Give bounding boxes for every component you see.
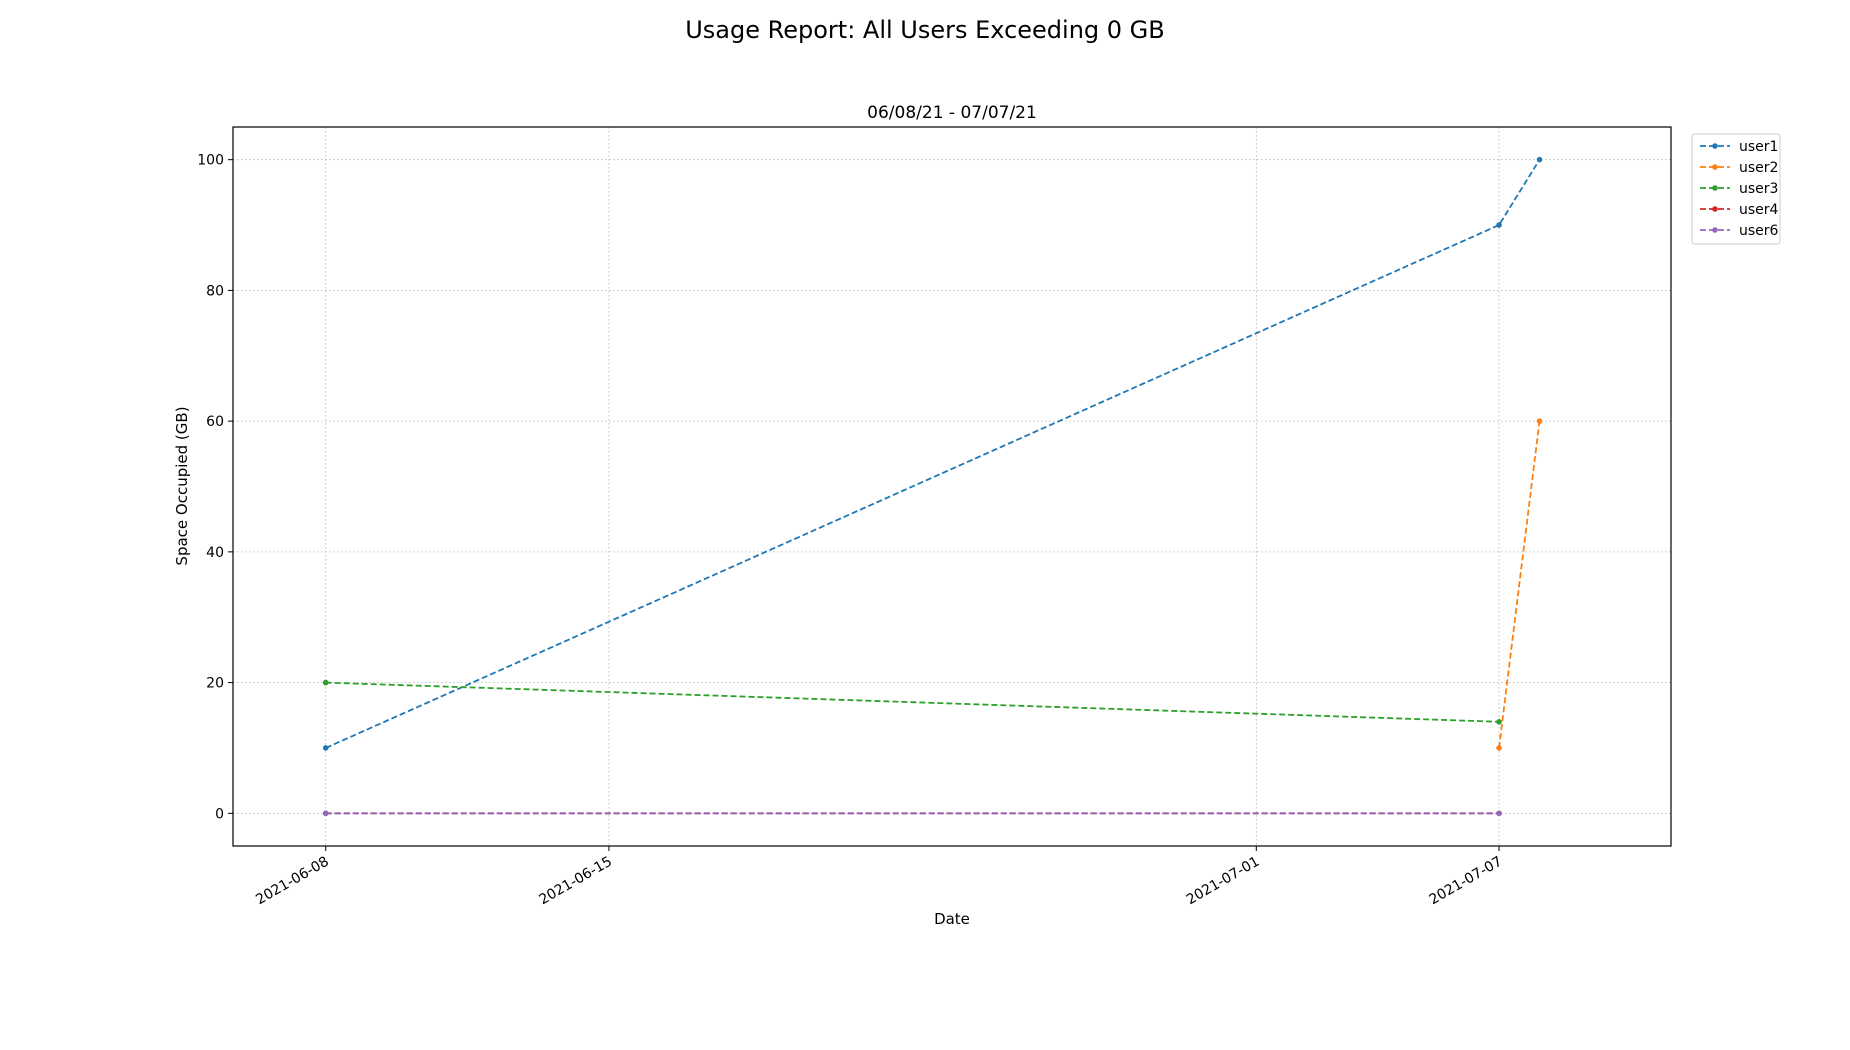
y-tick-label: 100 <box>197 153 224 169</box>
legend-marker-user2 <box>1712 164 1718 170</box>
grid <box>233 127 1671 846</box>
legend-marker-user1 <box>1712 143 1718 149</box>
x-axis-ticks: 2021-06-08 2021-06-15 2021-07-01 2021-07-07 <box>253 846 1505 908</box>
series-user3-line <box>325 681 1500 723</box>
chart-subtitle: 06/08/21 - 07/07/21 <box>867 103 1037 123</box>
y-tick-label: 80 <box>206 283 224 299</box>
legend: user1 user2 user3 user4 user6 <box>1691 133 1781 245</box>
legend-label-user2: user2 <box>1739 160 1778 176</box>
series-user6-point <box>322 810 329 817</box>
legend-label-user3: user3 <box>1739 181 1778 197</box>
y-tick-label: 20 <box>206 676 224 692</box>
legend-marker-user3 <box>1712 185 1718 191</box>
series-user1-point <box>1536 156 1543 163</box>
y-axis-ticks: 0 20 40 60 80 100 <box>197 153 233 822</box>
legend-label-user1: user1 <box>1739 139 1778 155</box>
series-lines <box>322 156 1543 817</box>
legend-marker-user6 <box>1712 227 1718 233</box>
legend-frame <box>1691 133 1781 245</box>
legend-label-user6: user6 <box>1739 223 1779 239</box>
series-user1-point <box>1496 222 1502 228</box>
y-tick-label: 0 <box>215 806 224 822</box>
x-tick-label: 2021-07-01 <box>1184 854 1262 909</box>
y-tick-label: 40 <box>206 545 224 561</box>
x-axis-label: Date <box>934 910 970 928</box>
chart-title: Usage Report: All Users Exceeding 0 GB <box>685 16 1165 44</box>
series-user1-line <box>325 159 1541 749</box>
y-tick-label: 60 <box>206 414 224 430</box>
series-user6-point <box>1496 810 1502 817</box>
x-tick-label: 2021-06-08 <box>253 854 331 909</box>
legend-marker-user4 <box>1712 206 1718 212</box>
series-user2-point <box>1496 745 1502 751</box>
plot-frame <box>232 126 1672 847</box>
series-user2-point <box>1536 418 1543 424</box>
y-axis-label: Space Occupied (GB) <box>173 406 191 565</box>
series-user3-point <box>1496 719 1502 725</box>
legend-label-user4: user4 <box>1739 202 1779 218</box>
series-user1-point <box>322 745 329 751</box>
x-tick-label: 2021-07-07 <box>1427 854 1505 909</box>
series-user2-line <box>1498 421 1541 749</box>
series-user3-point <box>322 679 329 686</box>
x-tick-label: 2021-06-15 <box>536 854 614 909</box>
